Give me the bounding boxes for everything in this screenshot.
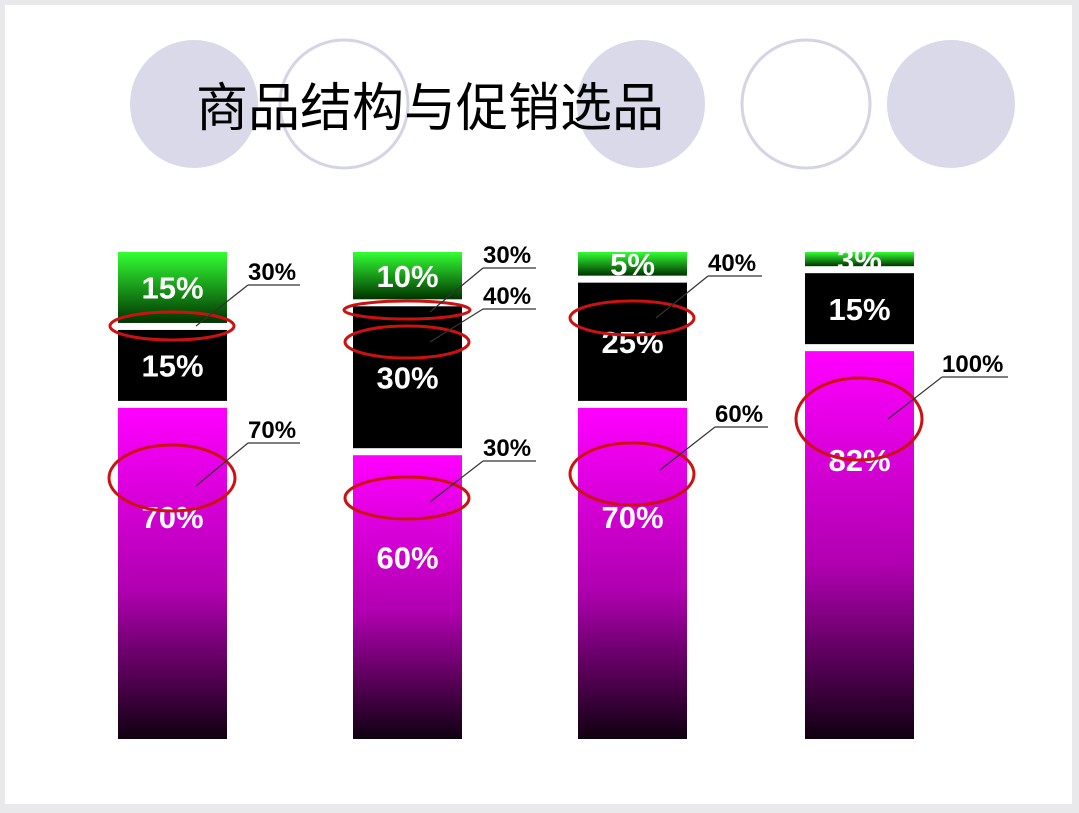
bar-4-black-segment	[805, 273, 914, 345]
bar-2-magenta-segment	[353, 455, 462, 739]
decor-circle-filled	[577, 40, 705, 168]
bar-2-green-label: 10%	[376, 259, 438, 294]
bar-1-magenta-label: 70%	[141, 500, 203, 535]
leader-line	[659, 426, 716, 471]
decor-circle-outline	[740, 38, 872, 170]
highlight-ellipse	[343, 324, 471, 360]
annotation-label: 60%	[715, 401, 763, 428]
bar-3-green-label: 5%	[610, 247, 655, 282]
annotation-label: 30%	[483, 242, 531, 269]
annotation-label: 40%	[708, 250, 756, 277]
annotation-bar-3-6: 40%	[568, 250, 762, 337]
annotation-bar-1-1: 30%	[108, 259, 300, 342]
annotation-bar-2-5: 30%	[343, 435, 536, 521]
bar-4-green-segment	[805, 252, 914, 267]
decor-circle-filled	[887, 40, 1015, 168]
leader-line	[195, 442, 249, 487]
annotation-label: 30%	[483, 435, 531, 462]
annotation-bar-3-7: 60%	[568, 401, 768, 507]
highlight-ellipse	[108, 310, 236, 342]
bar-2-black-label: 30%	[376, 360, 438, 395]
leader-line	[429, 267, 484, 313]
annotation-bar-4-8: 100%	[794, 351, 1008, 462]
leader-line	[887, 376, 943, 420]
annotation-bar-2-4: 40%	[343, 283, 536, 360]
annotation-label: 30%	[248, 259, 296, 286]
leader-line	[195, 284, 249, 327]
leader-line	[655, 275, 709, 319]
decor-circle-outline	[278, 38, 410, 170]
highlight-ellipse	[342, 299, 472, 321]
bar-2-green-segment	[353, 252, 462, 300]
bar-1-black-segment	[118, 329, 227, 401]
highlight-ellipse	[568, 441, 696, 507]
stacked-bar-chart: 70%15%15%60%30%10%70%25%5%82%15%3%30%70%…	[107, 242, 1008, 739]
bar-4-green-label: 3%	[837, 242, 882, 277]
bar-2-magenta-label: 60%	[376, 541, 438, 576]
bar-4-black-label: 15%	[828, 292, 890, 327]
annotation-bar-2-3: 30%	[342, 242, 536, 321]
annotation-label: 70%	[248, 417, 296, 444]
bar-3-magenta-segment	[578, 407, 687, 739]
bar-3-green-segment	[578, 252, 687, 276]
annotation-label: 40%	[483, 283, 531, 310]
bar-1-magenta-segment	[118, 407, 227, 739]
bar-1-green-label: 15%	[141, 271, 203, 306]
decor-circles	[130, 38, 1015, 170]
decor-circle-filled	[130, 40, 258, 168]
highlight-ellipse	[343, 475, 471, 521]
leader-line	[429, 460, 484, 503]
highlight-ellipse	[794, 376, 924, 462]
bar-4-magenta-segment	[805, 351, 914, 739]
slide-title: 商品结构与促销选品	[196, 79, 664, 139]
bar-3-black-label: 25%	[601, 325, 663, 360]
annotation-label: 100%	[942, 351, 1003, 378]
highlight-ellipse	[107, 443, 237, 513]
bar-1-black-label: 15%	[141, 349, 203, 384]
leader-line	[429, 308, 484, 343]
highlight-ellipse	[568, 299, 696, 337]
annotation-bar-1-2: 70%	[107, 417, 300, 513]
